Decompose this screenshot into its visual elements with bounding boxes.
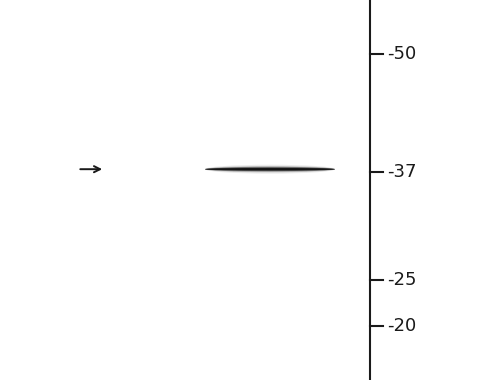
- Text: -20: -20: [388, 317, 417, 335]
- Ellipse shape: [205, 168, 335, 170]
- Text: -50: -50: [388, 45, 417, 63]
- Ellipse shape: [205, 167, 335, 172]
- Ellipse shape: [205, 165, 335, 174]
- Ellipse shape: [205, 167, 335, 171]
- Text: -25: -25: [388, 271, 417, 290]
- Ellipse shape: [205, 166, 335, 173]
- Text: -37: -37: [388, 163, 417, 181]
- Ellipse shape: [205, 168, 335, 171]
